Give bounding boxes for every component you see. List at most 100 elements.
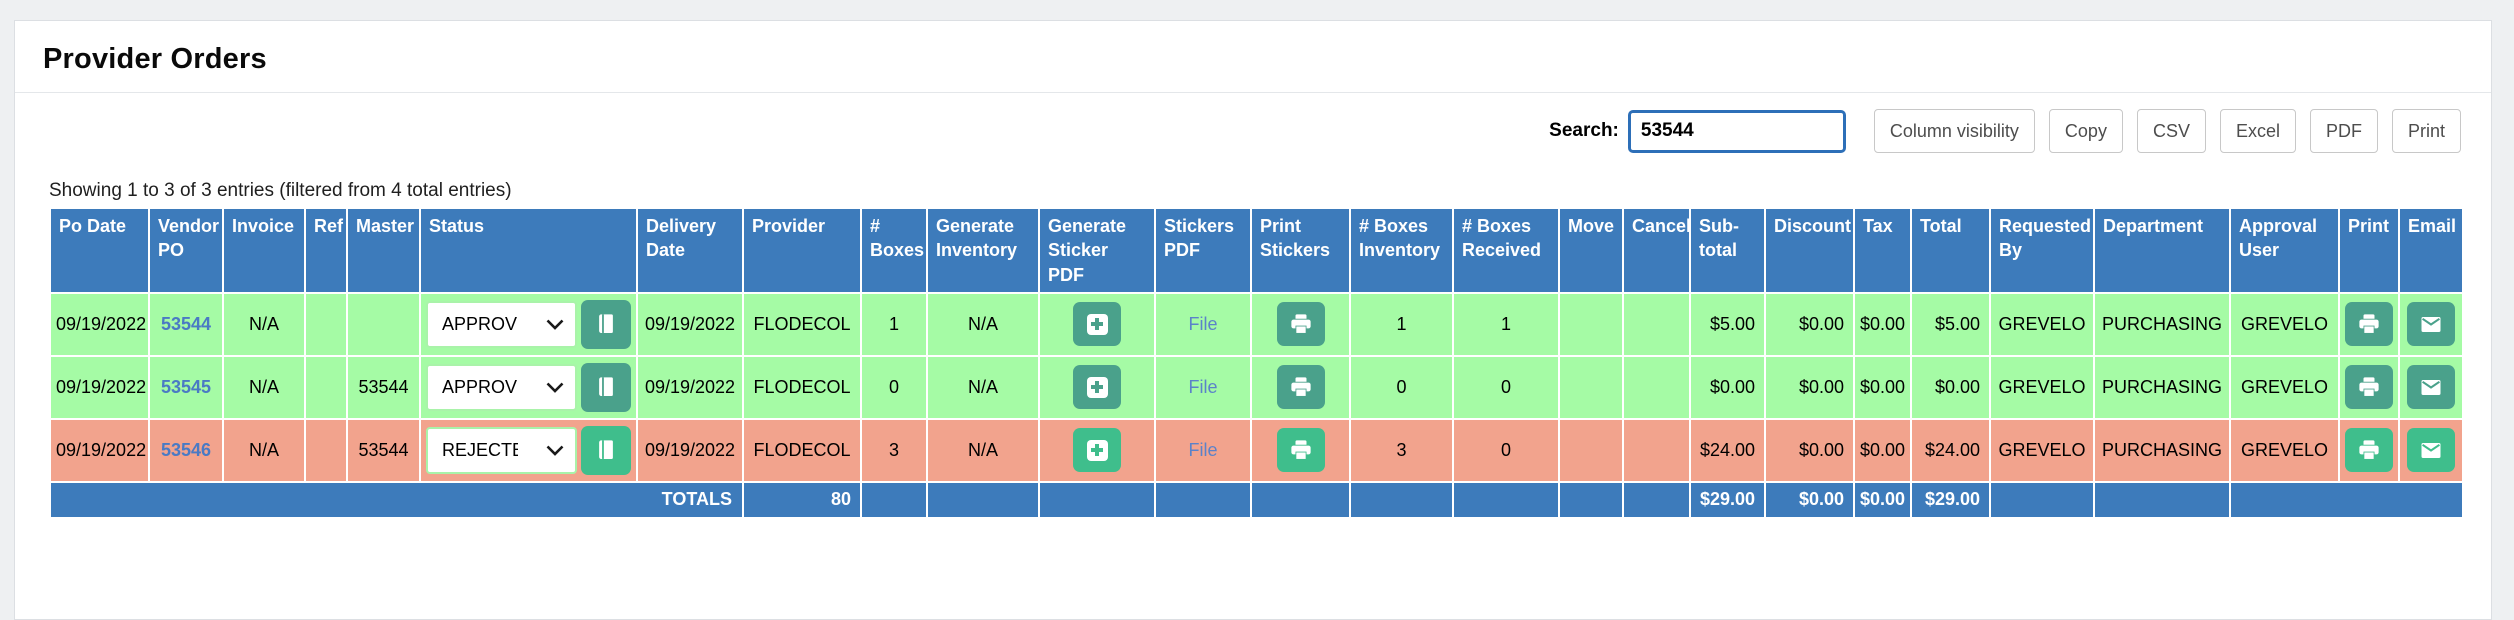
table-row: 09/19/2022 53546 N/A 53544 REJECTED (49, 417, 2464, 483)
status-select-value: REJECTED (442, 439, 518, 460)
col-header-print: Print (2338, 207, 2400, 294)
print-button[interactable]: Print (2391, 109, 2461, 153)
approval-user-cell: GREVELO (2229, 417, 2340, 483)
tax-cell: $0.00 (1853, 291, 1912, 357)
boxes-received-cell: 0 (1452, 354, 1560, 420)
discount-cell: $0.00 (1764, 291, 1855, 357)
col-header-approval-user: Approval User (2229, 207, 2340, 294)
stickers-pdf-file-link[interactable]: File (1188, 376, 1218, 397)
totals-total: $29.00 (1910, 480, 1991, 519)
plus-square-icon (1086, 313, 1108, 335)
stickers-pdf-cell: File (1154, 291, 1252, 357)
col-header-master: Master (346, 207, 421, 294)
row-print-button[interactable] (2345, 428, 2393, 473)
column-visibility-button[interactable]: Column visibility (1873, 109, 2035, 153)
subtotal-cell: $24.00 (1689, 417, 1766, 483)
row-email-button[interactable] (2407, 428, 2455, 473)
generate-sticker-cell (1038, 417, 1156, 483)
table-toolbar: Search: Column visibility Copy CSV Excel… (49, 109, 2461, 153)
master-cell (346, 291, 421, 357)
status-log-button[interactable] (581, 299, 631, 349)
boxes-received-cell: 0 (1452, 417, 1560, 483)
print-stickers-button[interactable] (1276, 428, 1325, 473)
requested-by-cell: GREVELO (1989, 291, 2095, 357)
print-stickers-button[interactable] (1276, 302, 1325, 347)
provider-cell: FLODECOL (742, 354, 862, 420)
search-input[interactable] (1627, 109, 1846, 153)
email-cell (2398, 417, 2464, 483)
provider-orders-card: Provider Orders Search: Column visibilit… (14, 20, 2492, 620)
chevron-down-icon (546, 382, 564, 393)
boxes-cell: 0 (860, 354, 928, 420)
subtotal-cell: $0.00 (1689, 354, 1766, 420)
po-date-cell: 09/19/2022 (49, 291, 150, 357)
envelope-icon (2420, 315, 2442, 334)
totals-subtotal: $29.00 (1689, 480, 1766, 519)
col-header-boxes-inventory: # Boxes Inventory (1349, 207, 1454, 294)
master-cell: 53544 (346, 354, 421, 420)
status-select[interactable]: APPROVED (426, 363, 578, 411)
copy-button[interactable]: Copy (2048, 109, 2123, 153)
generate-sticker-cell (1038, 291, 1156, 357)
vendor-po-link[interactable]: 53546 (160, 439, 212, 460)
cancel-cell (1622, 291, 1691, 357)
total-cell: $24.00 (1910, 417, 1991, 483)
stickers-pdf-file-link[interactable]: File (1188, 439, 1218, 460)
department-cell: PURCHASING (2093, 354, 2231, 420)
status-select-value: APPROVED (442, 376, 518, 397)
totals-label: TOTALS (49, 480, 744, 519)
page-title: Provider Orders (43, 43, 267, 75)
print-stickers-button[interactable] (1276, 365, 1325, 410)
col-header-stickers-pdf: Stickers PDF (1154, 207, 1252, 294)
stickers-pdf-cell: File (1154, 417, 1252, 483)
col-header-email: Email (2398, 207, 2464, 294)
row-email-button[interactable] (2407, 302, 2455, 347)
status-log-button[interactable] (581, 362, 631, 412)
col-header-tax: Tax (1853, 207, 1912, 294)
row-print-button[interactable] (2345, 365, 2393, 410)
row-email-button[interactable] (2407, 365, 2455, 410)
generate-sticker-button[interactable] (1073, 302, 1121, 347)
row-print-button[interactable] (2345, 302, 2393, 347)
col-header-print-stickers: Print Stickers (1250, 207, 1351, 294)
printer-icon (1290, 439, 1312, 461)
envelope-icon (2420, 441, 2442, 460)
export-button-group: Column visibility Copy CSV Excel PDF Pri… (1860, 109, 2461, 153)
boxes-inventory-cell: 3 (1349, 417, 1454, 483)
chevron-down-icon (546, 445, 564, 456)
pdf-button[interactable]: PDF (2309, 109, 2378, 153)
generate-sticker-button[interactable] (1073, 365, 1121, 410)
email-cell (2398, 291, 2464, 357)
status-log-button[interactable] (581, 425, 631, 475)
col-header-move: Move (1558, 207, 1624, 294)
book-icon (595, 375, 617, 399)
col-header-total: Total (1910, 207, 1991, 294)
book-icon (595, 312, 617, 336)
generate-sticker-cell (1038, 354, 1156, 420)
entries-info: Showing 1 to 3 of 3 entries (filtered fr… (49, 180, 512, 201)
discount-cell: $0.00 (1764, 354, 1855, 420)
card-header: Provider Orders (15, 21, 2491, 93)
generate-sticker-button[interactable] (1073, 428, 1121, 473)
vendor-po-link[interactable]: 53544 (160, 313, 212, 334)
status-select-value: APPROVED (442, 313, 518, 334)
csv-button[interactable]: CSV (2136, 109, 2206, 153)
generate-inventory-cell: N/A (926, 354, 1040, 420)
totals-tax: $0.00 (1853, 480, 1912, 519)
stickers-pdf-file-link[interactable]: File (1188, 313, 1218, 334)
excel-button[interactable]: Excel (2219, 109, 2296, 153)
boxes-received-cell: 1 (1452, 291, 1560, 357)
col-header-boxes: # Boxes (860, 207, 928, 294)
status-cell: APPROVED (419, 291, 638, 357)
cancel-cell (1622, 417, 1691, 483)
vendor-po-link[interactable]: 53545 (160, 376, 212, 397)
print-stickers-cell (1250, 291, 1351, 357)
invoice-cell: N/A (222, 291, 306, 357)
vendor-po-cell: 53546 (148, 417, 224, 483)
status-select[interactable]: APPROVED (426, 300, 578, 348)
invoice-cell: N/A (222, 417, 306, 483)
status-select[interactable]: REJECTED (426, 426, 578, 474)
printer-icon (1290, 376, 1312, 398)
ref-cell (304, 417, 348, 483)
printer-icon (1290, 313, 1312, 335)
